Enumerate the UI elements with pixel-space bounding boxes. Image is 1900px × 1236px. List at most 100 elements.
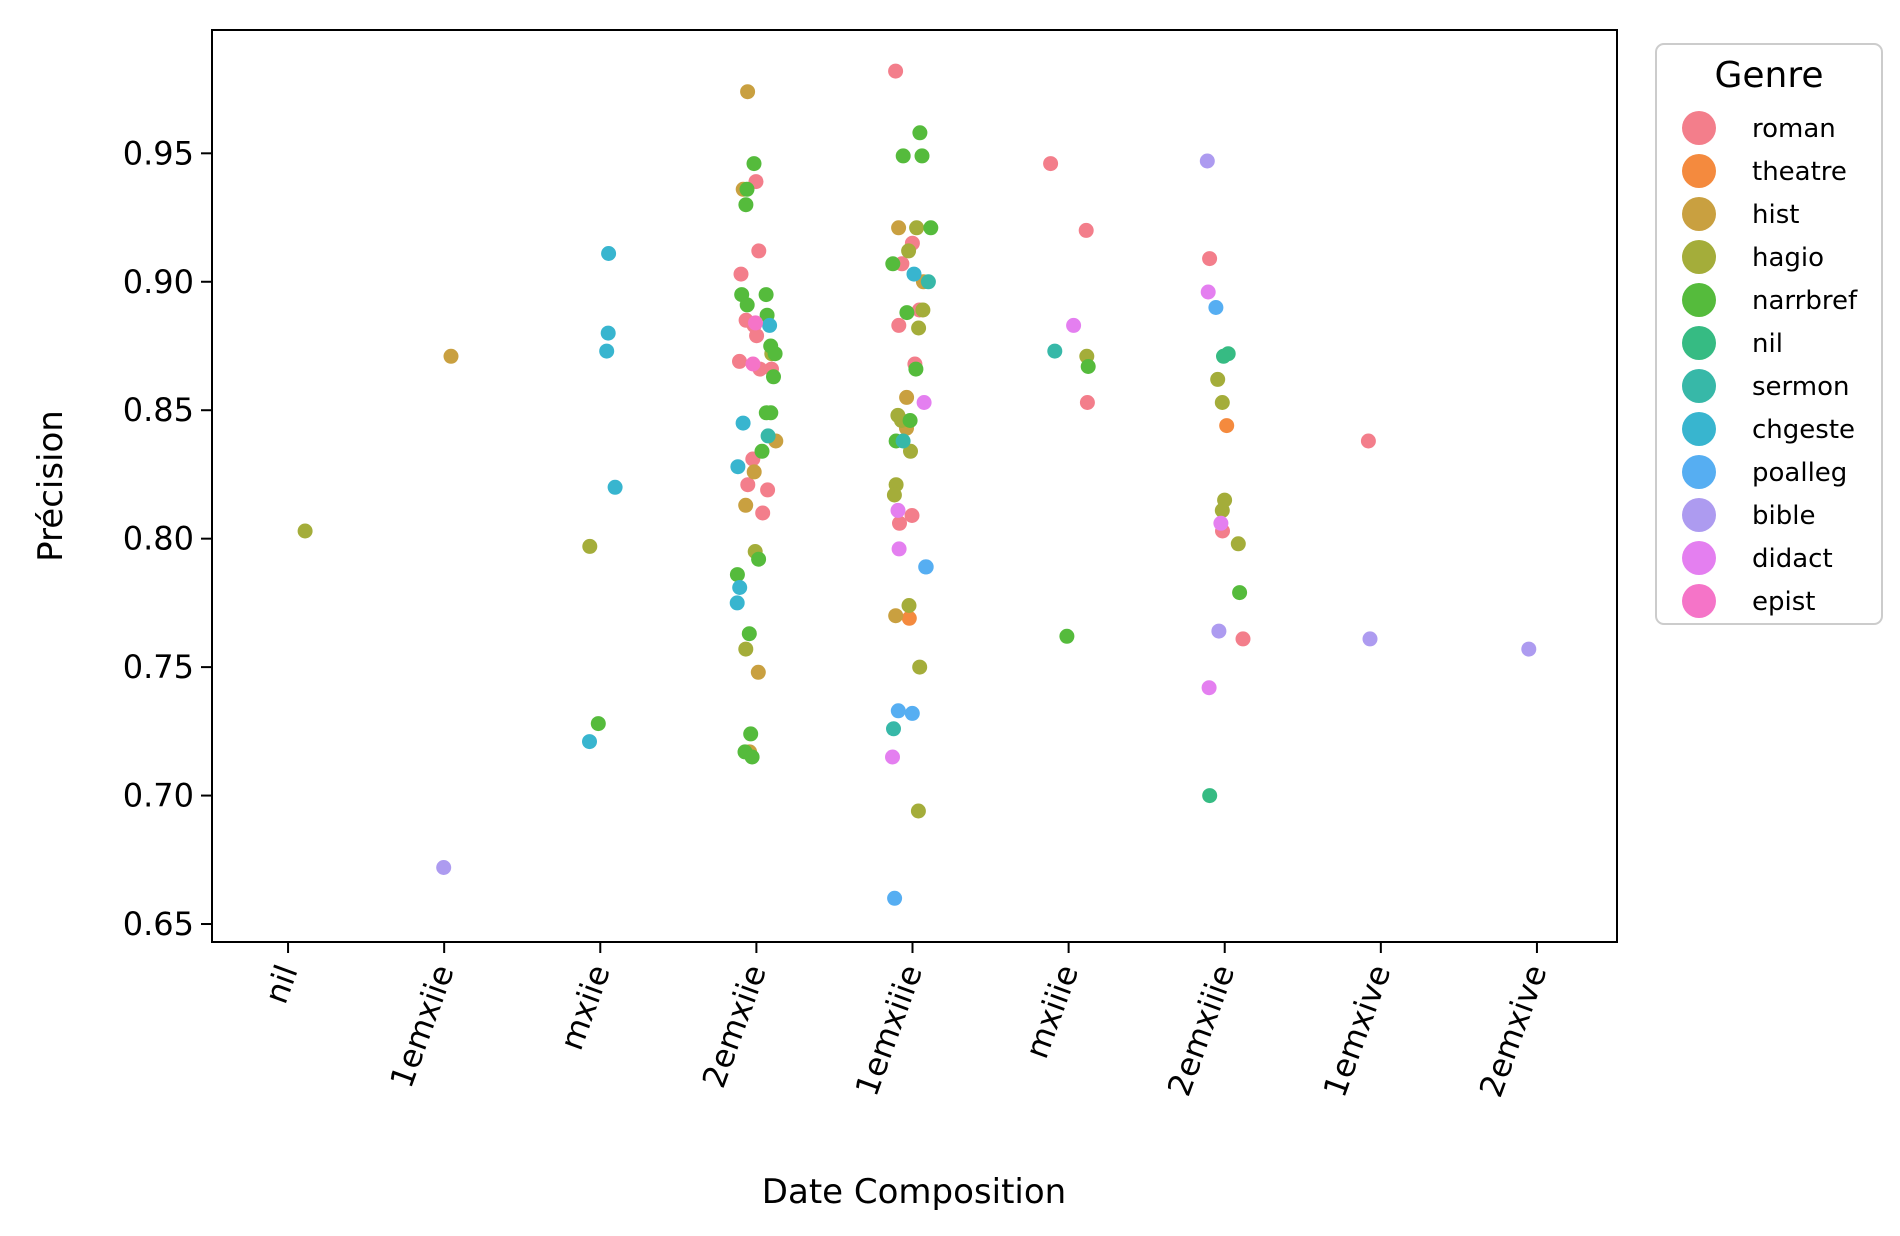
legend-marker-roman <box>1682 111 1716 145</box>
y-tick-label: 0.90 <box>123 263 194 301</box>
x-tick-label: 2emxive <box>1472 960 1555 1102</box>
legend-label-hist: hist <box>1752 200 1799 230</box>
point-roman <box>760 482 776 498</box>
point-didact <box>1066 317 1082 333</box>
point-narrbref <box>751 551 767 567</box>
legend-label-poalleg: poalleg <box>1752 458 1847 488</box>
x-axis-label: Date Composition <box>762 1172 1066 1212</box>
legend-label-didact: didact <box>1752 544 1833 574</box>
point-hagio <box>912 659 928 675</box>
point-chgeste <box>906 266 922 282</box>
point-narrbref <box>590 716 606 732</box>
point-didact <box>1201 680 1217 696</box>
point-roman <box>740 477 756 493</box>
point-hist <box>746 464 762 480</box>
point-hagio <box>1214 395 1230 410</box>
point-chgeste <box>599 343 615 359</box>
point-poalleg <box>904 705 920 721</box>
point-bible <box>1362 631 1378 647</box>
legend: Genre roman theatre hist hagio narrbref nil se… <box>1655 43 1883 625</box>
point-theatre <box>901 610 917 626</box>
point-poalleg <box>887 890 903 906</box>
point-narrbref <box>1080 359 1096 374</box>
legend-marker-epist <box>1682 584 1716 618</box>
point-hagio <box>910 803 926 819</box>
point-hagio <box>1210 371 1226 387</box>
x-tick-label: mxiie <box>552 960 618 1055</box>
point-narrbref <box>766 369 781 385</box>
point-roman <box>755 505 771 521</box>
legend-marker-bible <box>1682 498 1716 532</box>
y-tick-label: 0.65 <box>123 905 194 943</box>
point-narrbref <box>1059 628 1075 644</box>
point-chgeste <box>735 415 751 431</box>
point-hagio <box>901 243 917 259</box>
legend-label-epist: epist <box>1752 587 1815 617</box>
point-bible <box>1211 623 1227 639</box>
point-chgeste <box>582 734 597 750</box>
point-hist <box>899 389 915 405</box>
point-sermon <box>886 721 901 737</box>
y-tick-label: 0.70 <box>123 777 194 815</box>
legend-marker-hist <box>1682 197 1716 231</box>
point-nil <box>1216 348 1231 364</box>
y-tick-label: 0.75 <box>123 648 194 686</box>
point-narrbref <box>885 256 901 272</box>
point-narrbref <box>895 148 911 164</box>
point-narrbref <box>758 287 774 303</box>
point-hagio <box>1214 502 1230 518</box>
point-hagio <box>909 220 925 236</box>
point-roman <box>1078 222 1094 238</box>
point-narrbref <box>746 156 762 172</box>
legend-title: Genre <box>1714 55 1823 96</box>
point-didact <box>1213 515 1229 531</box>
point-poalleg <box>890 703 906 719</box>
legend-label-sermon: sermon <box>1752 372 1850 402</box>
point-narrbref <box>1232 585 1248 601</box>
point-epist <box>745 356 761 372</box>
point-roman <box>1043 156 1059 172</box>
point-roman <box>1079 395 1095 410</box>
y-tick-label: 0.80 <box>123 520 194 558</box>
legend-label-roman: roman <box>1752 114 1836 144</box>
point-poalleg <box>1208 300 1224 315</box>
point-poalleg <box>918 559 934 575</box>
point-hist <box>750 664 766 680</box>
point-narrbref <box>902 413 918 428</box>
point-sermon <box>895 433 911 449</box>
point-narrbref <box>738 197 754 213</box>
point-hist <box>740 84 756 100</box>
point-chgeste <box>601 246 617 261</box>
point-bible <box>436 860 452 875</box>
point-roman <box>749 328 765 344</box>
point-hagio <box>582 538 598 554</box>
point-roman <box>1235 631 1251 647</box>
point-hagio <box>911 320 927 336</box>
point-hagio <box>915 302 931 318</box>
point-theatre <box>1219 418 1235 434</box>
point-didact <box>1200 284 1216 300</box>
legend-entries: roman theatre hist hagio narrbref nil sermon ch… <box>1682 111 1858 618</box>
point-roman <box>751 243 767 259</box>
legend-label-chgeste: chgeste <box>1752 415 1855 445</box>
y-axis: 0.65 0.70 0.75 0.80 0.85 0.90 0.95 <box>123 134 212 943</box>
point-didact <box>891 541 907 557</box>
point-narrbref <box>767 346 783 362</box>
plot-area <box>211 29 1618 943</box>
y-tick-label: 0.95 <box>123 134 194 172</box>
legend-label-nil: nil <box>1752 329 1783 359</box>
point-narrbref <box>758 405 774 421</box>
point-roman <box>891 317 907 333</box>
x-tick-label: nil <box>257 960 306 1009</box>
point-narrbref <box>743 726 759 742</box>
point-didact <box>885 749 900 765</box>
point-chgeste <box>762 317 778 333</box>
points-layer <box>297 63 1537 906</box>
point-epist <box>748 315 763 331</box>
point-narrbref <box>754 443 770 459</box>
legend-marker-nil <box>1682 326 1716 360</box>
x-axis: nil 1emxiie mxiie 2emxiie 1emxiiie mxiiie 2emx… <box>257 942 1555 1102</box>
x-tick-label: 2emxiie <box>695 960 774 1093</box>
point-hist <box>738 497 754 513</box>
